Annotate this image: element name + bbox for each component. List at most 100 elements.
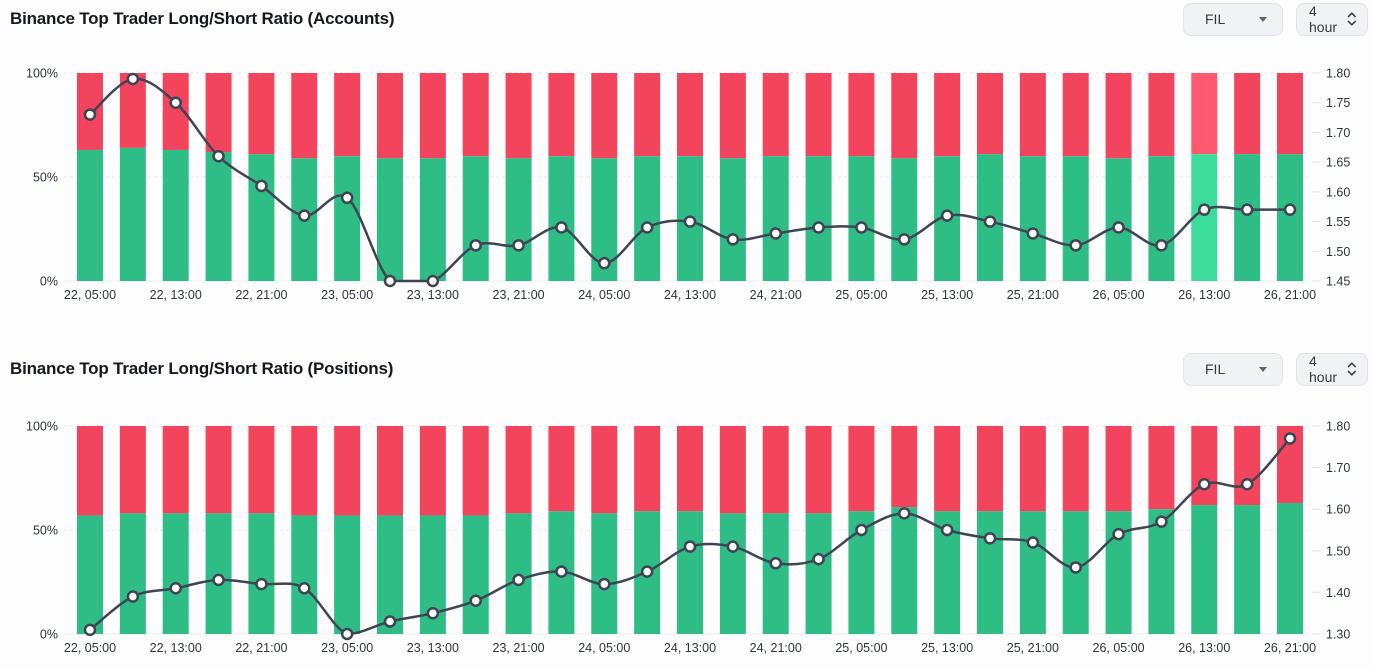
short-bar[interactable] [1234, 426, 1261, 506]
long-bar[interactable] [377, 158, 403, 281]
long-bar[interactable] [1277, 154, 1303, 281]
short-bar[interactable] [548, 426, 575, 512]
long-bar[interactable] [634, 156, 661, 281]
long-bar[interactable] [248, 513, 275, 634]
ratio-marker[interactable] [469, 594, 482, 607]
long-bar[interactable] [1277, 502, 1303, 634]
ratio-marker[interactable] [983, 532, 997, 545]
long-bar[interactable] [1062, 156, 1089, 281]
ratio-marker[interactable] [255, 179, 268, 193]
long-bar[interactable] [719, 513, 746, 634]
ratio-marker[interactable] [1026, 536, 1040, 549]
long-bar[interactable] [77, 149, 103, 281]
short-bar[interactable] [634, 73, 661, 157]
long-bar[interactable] [334, 156, 361, 281]
ratio-marker[interactable] [898, 507, 911, 520]
long-bar[interactable] [505, 158, 532, 281]
ratio-marker[interactable] [83, 108, 97, 121]
ratio-marker[interactable] [1198, 477, 1211, 491]
ratio-marker[interactable] [855, 523, 868, 537]
short-bar[interactable] [291, 426, 318, 516]
interval-stepper[interactable]: 4 hour [1296, 2, 1368, 36]
long-bar[interactable] [805, 513, 832, 634]
short-bar[interactable] [805, 73, 832, 157]
long-bar[interactable] [805, 156, 832, 281]
long-bar[interactable] [205, 152, 232, 281]
ratio-marker[interactable] [340, 191, 354, 205]
short-bar[interactable] [719, 426, 746, 514]
ratio-marker[interactable] [812, 552, 825, 566]
long-bar[interactable] [591, 513, 618, 634]
ratio-marker[interactable] [126, 590, 140, 603]
ratio-marker[interactable] [426, 274, 440, 288]
long-bar[interactable] [719, 158, 746, 281]
ratio-marker[interactable] [340, 627, 354, 641]
short-bar[interactable] [205, 426, 232, 514]
short-bar[interactable] [1234, 73, 1261, 155]
long-bar[interactable] [1191, 505, 1218, 634]
short-bar[interactable] [462, 426, 489, 516]
ratio-marker[interactable] [1283, 432, 1297, 445]
ratio-marker[interactable] [812, 221, 825, 234]
long-bar[interactable] [462, 156, 489, 281]
long-bar[interactable] [762, 513, 789, 634]
short-bar[interactable] [977, 73, 1003, 155]
ratio-marker[interactable] [640, 565, 654, 578]
short-bar[interactable] [677, 426, 703, 512]
ratio-marker[interactable] [469, 239, 482, 252]
short-bar[interactable] [934, 73, 961, 157]
interval-stepper[interactable]: 4 hour [1296, 352, 1368, 386]
ratio-marker[interactable] [855, 221, 868, 234]
long-bar[interactable] [1019, 156, 1046, 281]
ratio-marker[interactable] [726, 540, 740, 553]
ratio-marker[interactable] [1240, 477, 1254, 491]
short-bar[interactable] [1277, 73, 1303, 155]
short-bar[interactable] [419, 426, 446, 516]
ratio-marker[interactable] [426, 606, 440, 620]
short-bar[interactable] [505, 426, 532, 514]
short-bar[interactable] [1019, 73, 1046, 157]
ratio-marker[interactable] [769, 557, 782, 570]
short-bar[interactable] [205, 73, 232, 153]
short-bar[interactable] [634, 426, 661, 512]
ratio-marker[interactable] [1240, 203, 1254, 216]
ratio-marker[interactable] [683, 540, 697, 553]
ratio-marker[interactable] [940, 209, 954, 222]
ratio-marker[interactable] [126, 72, 140, 86]
long-bar[interactable] [248, 154, 275, 281]
short-bar[interactable] [1062, 426, 1089, 512]
long-bar[interactable] [1148, 509, 1175, 634]
ratio-marker[interactable] [298, 209, 311, 222]
short-bar[interactable] [119, 73, 146, 148]
ratio-marker[interactable] [1112, 527, 1125, 541]
ratio-marker[interactable] [169, 581, 182, 595]
long-bar[interactable] [334, 515, 361, 634]
ratio-marker[interactable] [555, 565, 568, 578]
long-bar[interactable] [1234, 154, 1261, 281]
long-bar[interactable] [891, 158, 918, 281]
short-bar[interactable] [548, 73, 575, 157]
ratio-marker[interactable] [1198, 203, 1211, 216]
ratio-marker[interactable] [212, 573, 225, 587]
short-bar[interactable] [848, 73, 875, 157]
ratio-marker[interactable] [555, 221, 568, 234]
ratio-marker[interactable] [726, 233, 740, 246]
ratio-marker[interactable] [683, 215, 697, 228]
long-bar[interactable] [162, 513, 189, 634]
ratio-marker[interactable] [898, 233, 911, 246]
ratio-marker[interactable] [383, 274, 397, 288]
ratio-marker[interactable] [212, 149, 225, 163]
short-bar[interactable] [1062, 73, 1089, 157]
ratio-marker[interactable] [940, 523, 954, 537]
long-bar[interactable] [762, 156, 789, 281]
ratio-marker[interactable] [83, 623, 97, 637]
ratio-marker[interactable] [255, 577, 268, 591]
ratio-marker[interactable] [598, 256, 611, 270]
short-bar[interactable] [1148, 426, 1175, 510]
long-bar[interactable] [548, 156, 575, 281]
short-bar[interactable] [719, 73, 746, 159]
short-bar[interactable] [377, 73, 403, 159]
short-bar[interactable] [1191, 73, 1218, 155]
long-bar[interactable] [77, 515, 103, 634]
ratio-marker[interactable] [1155, 515, 1168, 528]
